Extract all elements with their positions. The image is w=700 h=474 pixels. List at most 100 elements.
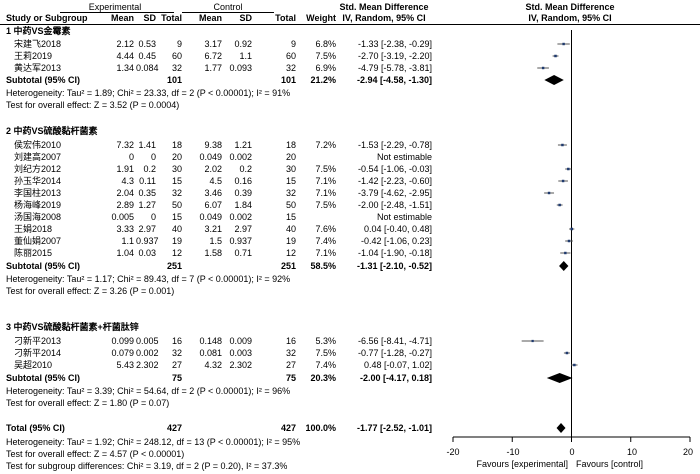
e-mean: 0.079 (111, 348, 134, 358)
e-total: 18 (171, 140, 182, 150)
e-total: 15 (171, 212, 182, 222)
study-name: 王莉2019 (14, 51, 53, 61)
e-sd: 0.002 (136, 348, 159, 358)
c-total: 16 (285, 336, 296, 346)
c-total: 12 (285, 248, 296, 258)
total-ci: -1.77 [-2.52, -1.01] (356, 423, 432, 433)
e-mean: 1.04 (116, 248, 134, 258)
control-header: Control (213, 2, 243, 12)
c-sd: 0.937 (229, 236, 252, 246)
c-sd: 0.009 (229, 336, 252, 346)
c-sd: 0.39 (234, 188, 252, 198)
c-mean: 3.21 (204, 224, 222, 234)
e-total: 30 (171, 164, 182, 174)
e-mean: 2.12 (116, 39, 134, 49)
smd-method-table: IV, Random, 95% CI (342, 13, 426, 23)
e-total: 20 (171, 152, 182, 162)
e-mean: 0 (128, 152, 134, 162)
ci: -0.42 [-1.06, 0.23] (360, 236, 432, 246)
tick-label: -20 (446, 447, 460, 457)
col-e-mean: Mean (110, 13, 134, 23)
c-total: 32 (285, 188, 296, 198)
smd-header-table: Std. Mean Difference (339, 2, 429, 12)
e-mean: 4.3 (121, 176, 134, 186)
subtotal-ci: -2.00 [-4.17, 0.18] (359, 373, 432, 383)
c-total: 30 (285, 164, 296, 174)
effect-square (573, 363, 576, 367)
c-mean: 3.46 (204, 188, 222, 198)
header-rule (0, 24, 700, 25)
study-name: 孙玉华2014 (14, 176, 62, 186)
study-name: 王娟2018 (14, 224, 53, 234)
ci: -6.56 [-8.41, -4.71] (357, 336, 432, 346)
e-sd: 1.27 (138, 200, 156, 210)
c-sd: 1.21 (234, 140, 252, 150)
c-sd: 0.16 (234, 176, 252, 186)
weight: 7.1% (315, 188, 336, 198)
subtotal-c-total: 101 (280, 75, 296, 85)
total-weight: 100.0% (305, 423, 336, 433)
effect-square (558, 203, 561, 207)
e-sd: 0.35 (138, 188, 156, 198)
e-sd: 0 (150, 212, 156, 222)
study-name: 陈丽2015 (14, 248, 53, 258)
c-sd: 0.003 (229, 348, 252, 358)
subtotal-weight: 20.3% (310, 373, 336, 383)
study-name: 吴超2010 (14, 360, 53, 370)
subtotal-e-total: 251 (166, 261, 182, 271)
col-c-mean: Mean (198, 13, 222, 23)
weight: 7.4% (315, 236, 336, 246)
effect-square (531, 339, 534, 343)
weight: 7.5% (315, 200, 336, 210)
heterogeneity: Heterogeneity: Tau² = 3.39; Chi² = 54.64… (6, 386, 291, 396)
c-mean: 1.77 (204, 63, 222, 73)
tick-label: 20 (682, 447, 693, 457)
c-total: 27 (285, 360, 296, 370)
weight: 7.2% (315, 140, 336, 150)
experimental-underline (60, 12, 174, 13)
group-title: 1 中药VS金霉素 (6, 26, 71, 36)
study-name: 刘建高2007 (14, 152, 62, 162)
subtotal-label: Subtotal (95% CI) (6, 373, 81, 383)
tick-label: -10 (506, 447, 520, 457)
e-sd: 0 (150, 152, 156, 162)
e-sd: 2.97 (138, 224, 156, 234)
overall-effect: Test for overall effect: Z = 3.52 (P = 0… (6, 100, 180, 110)
total-heterogeneity: Heterogeneity: Tau² = 1.92; Chi² = 248.1… (6, 437, 301, 447)
study-name: 刁新平2014 (14, 348, 62, 358)
weight: 6.8% (315, 39, 336, 49)
ci: -3.79 [-4.62, -2.95] (357, 188, 432, 198)
col-weight: Weight (306, 13, 336, 23)
c-mean: 9.38 (204, 140, 222, 150)
e-total: 27 (171, 360, 182, 370)
e-total: 19 (171, 236, 182, 246)
subtotal-ci: -1.31 [-2.10, -0.52] (356, 261, 432, 271)
ci: -2.00 [-2.48, -1.51] (357, 200, 432, 210)
c-mean: 6.72 (204, 51, 222, 61)
favours-experimental: Favours [experimental] (476, 459, 568, 469)
weight: 6.9% (315, 63, 336, 73)
pooled-diamond (544, 75, 564, 85)
c-total: 15 (285, 212, 296, 222)
ci: 0.48 [-0.07, 1.02] (363, 360, 432, 370)
weight: 7.5% (315, 348, 336, 358)
effect-square (567, 239, 571, 243)
c-mean: 0.148 (199, 336, 222, 346)
e-sd: 0.937 (136, 236, 159, 246)
subgroup-differences: Test for subgroup differences: Chi² = 3.… (6, 461, 288, 471)
subtotal-c-total: 75 (285, 373, 296, 383)
ci: -0.54 [-1.06, -0.03] (357, 164, 432, 174)
weight: 7.1% (315, 248, 336, 258)
tick-label: 0 (569, 447, 575, 457)
ci: Not estimable (376, 152, 432, 162)
col-c-sd: SD (239, 13, 252, 23)
total-e-total: 427 (166, 423, 182, 433)
c-mean: 2.02 (204, 164, 222, 174)
pooled-diamond (559, 261, 569, 271)
c-sd: 2.97 (234, 224, 252, 234)
heterogeneity: Heterogeneity: Tau² = 1.17; Chi² = 89.43… (6, 274, 291, 284)
c-mean: 0.049 (199, 152, 222, 162)
weight: 7.6% (315, 224, 336, 234)
c-total: 32 (285, 348, 296, 358)
